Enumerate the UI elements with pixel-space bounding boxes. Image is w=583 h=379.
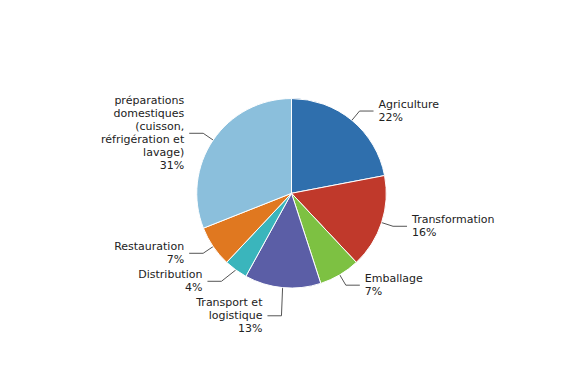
svg-text:Agriculture: Agriculture <box>379 98 440 111</box>
svg-text:Distribution: Distribution <box>138 268 202 281</box>
svg-text:Transformation: Transformation <box>411 213 495 226</box>
svg-text:Emballage: Emballage <box>365 272 423 285</box>
svg-text:réfrigération et: réfrigération et <box>101 133 185 146</box>
svg-text:logistique: logistique <box>209 309 263 322</box>
svg-text:7%: 7% <box>365 285 382 298</box>
svg-text:lavage): lavage) <box>143 146 184 159</box>
svg-text:22%: 22% <box>379 111 403 124</box>
svg-text:domestiques: domestiques <box>113 107 184 120</box>
svg-text:7%: 7% <box>167 253 184 266</box>
svg-text:16%: 16% <box>412 226 436 239</box>
svg-text:4%: 4% <box>185 281 202 294</box>
svg-text:(cuisson,: (cuisson, <box>135 120 184 133</box>
svg-text:13%: 13% <box>238 322 262 335</box>
svg-text:31%: 31% <box>160 159 184 172</box>
svg-text:Transport et: Transport et <box>195 296 263 309</box>
svg-text:préparations: préparations <box>114 94 184 107</box>
svg-text:Restauration: Restauration <box>114 240 184 253</box>
